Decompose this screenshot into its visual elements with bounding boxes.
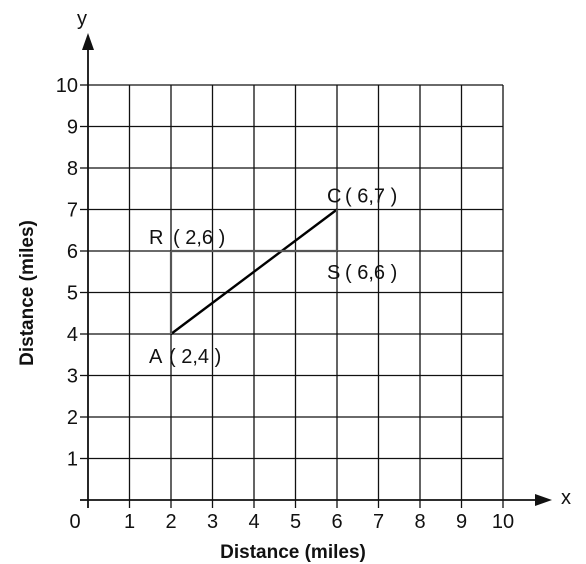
y-tick-label: 5 <box>67 283 78 305</box>
point-coord-r: ( 2,6 ) <box>173 227 225 249</box>
y-tick-label: 1 <box>67 449 78 471</box>
origin-label: 0 <box>69 511 80 533</box>
axes <box>80 33 552 508</box>
y-axis-letter: y <box>77 8 87 30</box>
x-tick-label: 4 <box>248 511 259 533</box>
x-tick-label: 10 <box>492 511 514 533</box>
y-axis-title: Distance (miles) <box>17 220 38 366</box>
y-tick-label: 2 <box>67 407 78 429</box>
x-tick-label: 8 <box>414 511 425 533</box>
y-tick-label: 4 <box>67 324 78 346</box>
x-tick-label: 9 <box>456 511 467 533</box>
x-tick-label: 3 <box>207 511 218 533</box>
point-coord-c: ( 6,7 ) <box>345 186 397 208</box>
point-name-c: C <box>327 186 341 208</box>
segments <box>169 208 339 335</box>
x-tick-label: 2 <box>165 511 176 533</box>
x-axis-arrow <box>535 494 552 506</box>
x-tick-label: 1 <box>124 511 135 533</box>
y-tick-label: 3 <box>67 366 78 388</box>
x-tick-label: 6 <box>331 511 342 533</box>
x-axis-letter: x <box>561 487 571 509</box>
x-tick-label: 5 <box>290 511 301 533</box>
x-axis-title: Distance (miles) <box>220 542 366 563</box>
grid <box>88 84 504 500</box>
y-tick-label: 8 <box>67 158 78 180</box>
point-coord-a: ( 2,4 ) <box>169 346 221 368</box>
y-axis-arrow <box>82 33 94 50</box>
y-tick-label: 6 <box>67 241 78 263</box>
y-tick-label: 9 <box>67 117 78 139</box>
point-name-s: S <box>327 262 340 284</box>
y-tick-label: 10 <box>56 75 78 97</box>
point-name-r: R <box>149 227 163 249</box>
segment-ac <box>170 208 338 335</box>
point-coord-s: ( 6,6 ) <box>345 262 397 284</box>
x-tick-label: 7 <box>373 511 384 533</box>
point-name-a: A <box>149 346 163 368</box>
y-tick-label: 7 <box>67 200 78 222</box>
